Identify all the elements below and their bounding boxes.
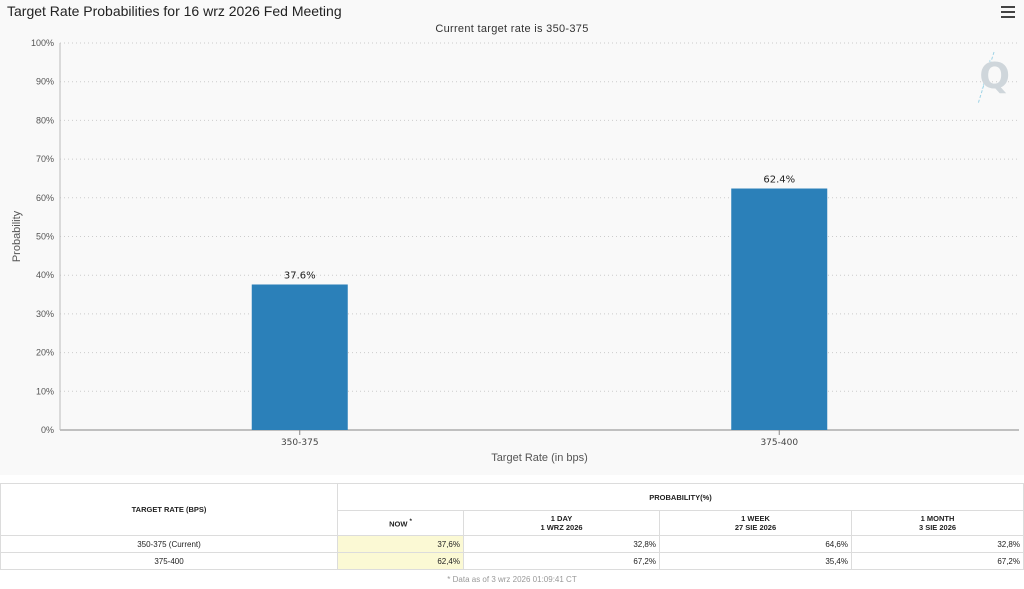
column-header-1-week: 1 WEEK 27 SIE 2026	[659, 510, 852, 536]
y-tick-label: 50%	[36, 232, 54, 242]
y-tick-label: 70%	[36, 154, 54, 164]
watermark-lines-icon	[977, 51, 995, 105]
table-row: 375-400 62,4% 67,2% 35,4% 67,2%	[0, 552, 1024, 570]
x-axis-title: Target Rate (in bps)	[491, 452, 588, 464]
column-header-now-label: NOW	[389, 519, 408, 529]
column-header-1-day: 1 DAY 1 WRZ 2026	[463, 510, 660, 536]
rate-cell: 375-400	[0, 552, 338, 570]
chart-title: Target Rate Probabilities for 16 wrz 202…	[7, 3, 342, 19]
column-header-1-week-label: 1 WEEK	[741, 514, 770, 523]
value-cell-1-day: 67,2%	[463, 552, 660, 570]
bar-375-400	[731, 188, 828, 430]
bar-data-label: 62.4%	[763, 175, 795, 186]
value-cell-1-month: 32,8%	[851, 535, 1024, 553]
bar-data-label: 37.6%	[284, 270, 316, 281]
target-rate-header: TARGET RATE (BPS)	[0, 483, 338, 536]
y-tick-label: 90%	[36, 77, 54, 87]
chart-area: 0% 10% 20% 30% 40% 50% 60% 70% 80% 90% 100% 37.6% 35…	[7, 3, 1019, 464]
column-header-now: NOW *	[337, 510, 464, 536]
table-row: 350-375 (Current) 37,6% 32,8% 64,6% 32,8…	[0, 535, 1024, 553]
column-header-1-day-label: 1 DAY	[550, 514, 573, 523]
chart-subtitle: Current target rate is 350-375	[435, 23, 589, 35]
y-tick-label: 20%	[36, 348, 54, 358]
column-header-1-month: 1 MONTH 3 SIE 2026	[851, 510, 1024, 536]
y-axis-title: Probability	[11, 210, 23, 262]
bar-350-375	[251, 284, 348, 430]
value-cell-now: 37,6%	[337, 535, 464, 553]
probability-table: TARGET RATE (BPS) PROBABILITY(%) NOW * 1…	[0, 483, 1024, 570]
probability-bar-chart: 0% 10% 20% 30% 40% 50% 60% 70% 80% 90% 100% 37.6% 35…	[11, 38, 1019, 464]
column-header-1-day-date: 1 WRZ 2026	[540, 523, 583, 532]
y-tick-label: 80%	[36, 115, 54, 125]
y-tick-label: 10%	[36, 386, 54, 396]
now-footnote-mark: *	[409, 517, 412, 525]
rate-cell: 350-375 (Current)	[0, 535, 338, 553]
y-tick-label: 40%	[36, 270, 54, 280]
y-tick-label: 0%	[41, 425, 54, 435]
y-tick-label: 60%	[36, 193, 54, 203]
value-cell-now: 62,4%	[337, 552, 464, 570]
hamburger-menu-icon[interactable]	[1001, 6, 1015, 19]
y-tick-label: 100%	[31, 38, 54, 48]
column-header-1-month-date: 3 SIE 2026	[918, 523, 957, 532]
value-cell-1-week: 64,6%	[659, 535, 852, 553]
quikstrike-logo-icon: Q	[979, 56, 1010, 97]
data-timestamp-footnote: * Data as of 3 wrz 2026 01:09:41 CT	[447, 575, 577, 584]
column-header-1-month-label: 1 MONTH	[920, 514, 955, 523]
x-tick-label: 350-375	[281, 438, 319, 448]
value-cell-1-day: 32,8%	[463, 535, 660, 553]
value-cell-1-month: 67,2%	[851, 552, 1024, 570]
column-header-1-week-date: 27 SIE 2026	[734, 523, 777, 532]
y-tick-label: 30%	[36, 309, 54, 319]
value-cell-1-week: 35,4%	[659, 552, 852, 570]
x-tick-label: 375-400	[760, 438, 798, 448]
probability-header: PROBABILITY(%)	[337, 483, 1024, 511]
